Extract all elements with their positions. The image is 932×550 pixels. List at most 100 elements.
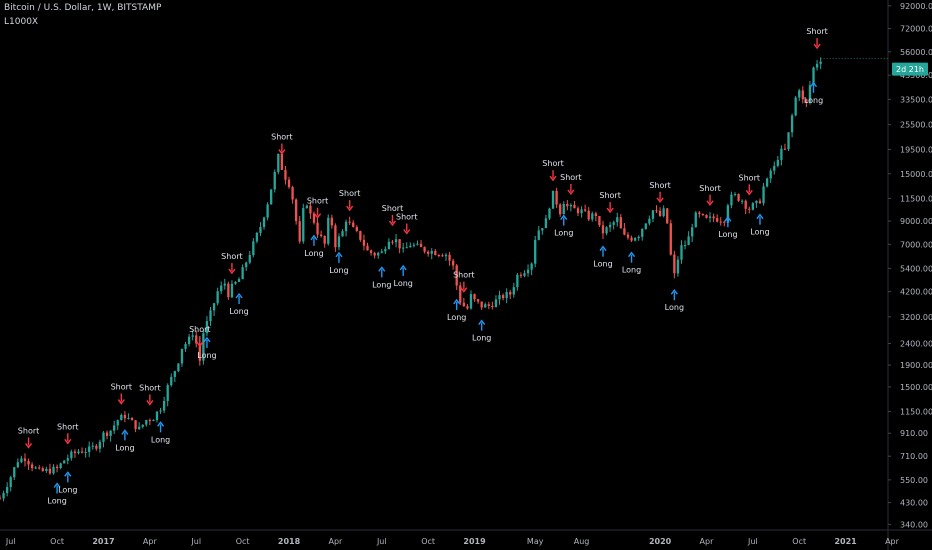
price-tick-label: 4200.00 <box>900 288 932 297</box>
short-signal-label: Short <box>599 191 620 200</box>
long-signal-label: Long <box>472 334 491 343</box>
candle-body <box>587 210 590 220</box>
candle-body <box>716 218 719 222</box>
long-signal-label: Long <box>304 249 323 258</box>
long-signal-label: Long <box>718 230 737 239</box>
short-signal-label: Short <box>806 27 827 36</box>
candle-body <box>551 190 555 209</box>
short-arrow-icon <box>346 205 354 212</box>
time-tick-label: Oct <box>236 537 250 546</box>
candle-body <box>762 186 765 204</box>
candle-body <box>298 221 301 242</box>
candle-body <box>733 194 737 196</box>
candle-body <box>459 285 462 303</box>
candle-body <box>812 67 815 86</box>
candle-body <box>73 451 77 454</box>
candle-body <box>790 115 794 133</box>
candle-body <box>212 303 216 311</box>
candle-body <box>708 216 712 218</box>
long-signal-label: Long <box>47 496 66 505</box>
candle-body <box>480 301 483 308</box>
long-signal-label: Long <box>750 228 769 237</box>
candle-body <box>259 226 262 233</box>
candle-body <box>180 348 184 364</box>
candle-body <box>273 172 276 190</box>
short-arrow-icon <box>117 399 125 405</box>
candle-body <box>748 208 751 210</box>
short-signal-label: Short <box>111 383 132 392</box>
candle-body <box>162 401 166 411</box>
short-signal-label: Short <box>271 133 292 142</box>
time-tick-label: 2020 <box>649 537 672 546</box>
candle-body <box>755 200 758 204</box>
long-arrow-icon <box>64 471 72 477</box>
short-arrow-icon <box>146 399 154 406</box>
candle-body <box>473 294 476 300</box>
candle-body <box>765 178 769 187</box>
candle-body <box>245 262 248 268</box>
candle-body <box>291 187 294 200</box>
candle-body <box>52 466 55 474</box>
candle-body <box>91 445 94 447</box>
candle-body <box>412 244 416 246</box>
candle-body <box>783 148 787 150</box>
candle-body <box>758 200 762 204</box>
candle-body <box>530 263 533 270</box>
long-arrow-icon <box>478 319 486 326</box>
short-arrow-icon <box>64 438 72 445</box>
candle-body <box>594 213 598 217</box>
candle-body <box>673 254 676 274</box>
candle-body <box>330 217 333 226</box>
candle-body <box>562 203 565 215</box>
candle-body <box>409 245 412 248</box>
candle-body <box>38 467 41 469</box>
candle-body <box>437 255 441 257</box>
candle-body <box>680 245 683 260</box>
long-arrow-icon <box>560 214 568 220</box>
candle-body <box>805 99 808 103</box>
short-arrow-icon <box>196 341 204 348</box>
time-tick-label: 2021 <box>834 537 857 546</box>
candle-body <box>113 425 116 431</box>
long-signal-label: Long <box>554 229 573 238</box>
candle-body <box>205 321 209 334</box>
candle-body <box>484 304 487 308</box>
candle-body <box>362 239 366 246</box>
candle-body <box>191 335 194 337</box>
candle-body <box>683 245 687 247</box>
candle-body <box>391 241 394 243</box>
candle-body <box>630 237 633 241</box>
short-signal-label: Short <box>396 213 417 222</box>
candle-body <box>626 234 630 238</box>
candle-body <box>2 493 5 499</box>
short-arrow-icon <box>745 189 753 196</box>
price-tick-label: 910.00 <box>900 429 928 438</box>
candle-body <box>323 236 326 244</box>
candle-body <box>159 410 162 412</box>
candle-body <box>402 247 405 249</box>
candle-body <box>198 343 201 361</box>
candle-body <box>505 292 508 299</box>
long-arrow-icon <box>453 298 461 305</box>
short-arrow-icon <box>313 213 322 219</box>
time-tick-label: Oct <box>50 537 64 546</box>
price-tick-label: 3200.00 <box>900 313 932 322</box>
candle-body <box>605 227 608 234</box>
candle-body <box>84 452 87 454</box>
candle-body <box>137 426 141 430</box>
candle-body <box>608 224 612 228</box>
candle-body <box>737 194 740 201</box>
time-tick-label: 2019 <box>463 537 486 546</box>
price-tick-label: 1900.00 <box>900 361 932 370</box>
long-signal-label: Long <box>593 260 612 269</box>
candle-body <box>387 241 391 250</box>
short-arrow-icon <box>606 207 614 214</box>
candle-body <box>9 477 12 488</box>
candle-body <box>601 225 605 234</box>
candle-body <box>798 90 801 98</box>
candle-body <box>170 376 173 386</box>
time-tick-label: Apr <box>885 537 900 546</box>
time-tick-label: Aug <box>574 537 590 546</box>
